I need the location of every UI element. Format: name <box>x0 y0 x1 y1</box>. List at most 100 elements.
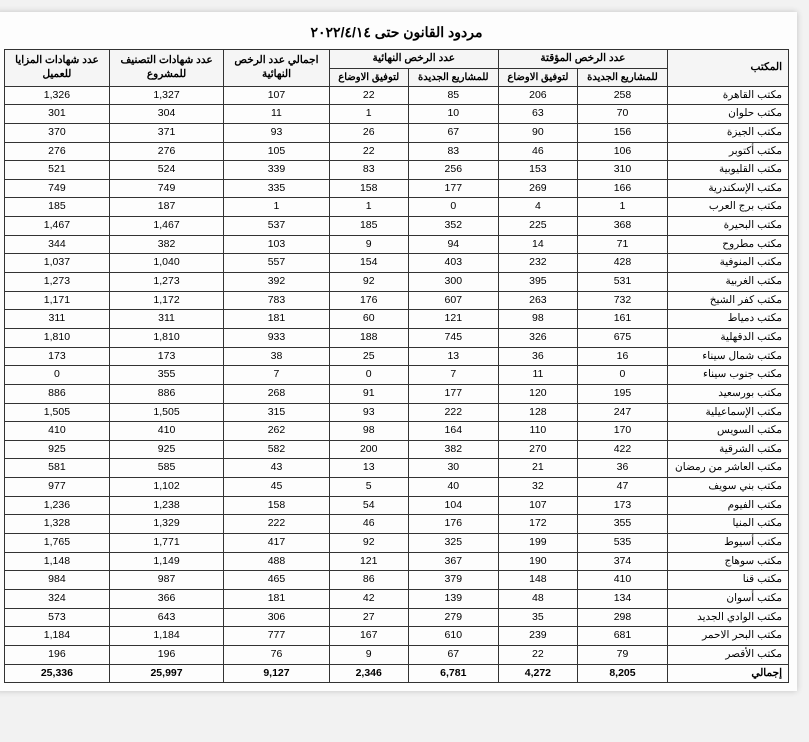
cell-temp-adj: 32 <box>498 478 577 497</box>
cell-final-new: 222 <box>408 403 498 422</box>
table-row: مكتب حلوان706310111304301 <box>5 105 789 124</box>
cell-office: مكتب دمياط <box>668 310 789 329</box>
cell-office: مكتب القاهرة <box>668 86 789 105</box>
cell-final-new: 30 <box>408 459 498 478</box>
cell-final-adj: 9 <box>329 235 408 254</box>
cell-cls-proj: 371 <box>109 123 223 142</box>
cell-office: مكتب الإسماعيلية <box>668 403 789 422</box>
cell-cls-client: 1,148 <box>5 552 110 571</box>
cell-cls-proj: 1,505 <box>109 403 223 422</box>
cell-office: مكتب القليوبية <box>668 161 789 180</box>
cell-final-new: 325 <box>408 534 498 553</box>
cell-cls-client: 1,037 <box>5 254 110 273</box>
cell-final-new: 379 <box>408 571 498 590</box>
cell-final-new: 139 <box>408 589 498 608</box>
cell-temp-adj: 11 <box>498 366 577 385</box>
table-row: مكتب القليوبية31015325683339524521 <box>5 161 789 180</box>
cell-final-adj: 2,346 <box>329 664 408 683</box>
cell-cls-client: 521 <box>5 161 110 180</box>
cell-total: 222 <box>224 515 329 534</box>
cell-final-new: 176 <box>408 515 498 534</box>
cell-final-new: 367 <box>408 552 498 571</box>
cell-final-adj: 158 <box>329 179 408 198</box>
cell-final-adj: 92 <box>329 534 408 553</box>
cell-cls-client: 324 <box>5 589 110 608</box>
cell-total: 93 <box>224 123 329 142</box>
table-row: مكتب أسوان1344813942181366324 <box>5 589 789 608</box>
cell-cls-proj: 1,040 <box>109 254 223 273</box>
cell-office: مكتب مطروح <box>668 235 789 254</box>
cell-cls-proj: 987 <box>109 571 223 590</box>
cell-final-adj: 92 <box>329 273 408 292</box>
cell-total: 158 <box>224 496 329 515</box>
cell-cls-proj: 25,997 <box>109 664 223 683</box>
cell-temp-adj: 46 <box>498 142 577 161</box>
cell-final-new: 610 <box>408 627 498 646</box>
cell-temp-adj: 36 <box>498 347 577 366</box>
col-group-final: عدد الرخص النهائية <box>329 50 498 69</box>
header-row-groups: المكتب عدد الرخص المؤقتة عدد الرخص النها… <box>5 50 789 69</box>
cell-temp-new: 195 <box>577 384 667 403</box>
cell-temp-new: 681 <box>577 627 667 646</box>
cell-total: 7 <box>224 366 329 385</box>
table-row: مكتب البحر الاحمر6812396101677771,1841,1… <box>5 627 789 646</box>
cell-temp-new: 410 <box>577 571 667 590</box>
cell-office: مكتب السويس <box>668 422 789 441</box>
table-row: مكتب العاشر من رمضان3621301343585581 <box>5 459 789 478</box>
cell-final-new: 67 <box>408 645 498 664</box>
table-row: مكتب القاهرة25820685221071,3271,326 <box>5 86 789 105</box>
cell-office: مكتب البحيرة <box>668 217 789 236</box>
cell-temp-new: 16 <box>577 347 667 366</box>
cell-cls-client: 1,184 <box>5 627 110 646</box>
cell-office: مكتب الإسكندرية <box>668 179 789 198</box>
cell-total: 557 <box>224 254 329 273</box>
cell-cls-client: 749 <box>5 179 110 198</box>
cell-final-new: 13 <box>408 347 498 366</box>
cell-final-adj: 154 <box>329 254 408 273</box>
cell-temp-new: 134 <box>577 589 667 608</box>
cell-cls-proj: 1,810 <box>109 328 223 347</box>
col-final-new: للمشاريع الجديدة <box>408 68 498 86</box>
cell-final-adj: 121 <box>329 552 408 571</box>
cell-temp-new: 156 <box>577 123 667 142</box>
cell-final-new: 352 <box>408 217 498 236</box>
cell-total: 537 <box>224 217 329 236</box>
cell-total: 43 <box>224 459 329 478</box>
cell-temp-new: 368 <box>577 217 667 236</box>
cell-cls-client: 984 <box>5 571 110 590</box>
col-group-temp: عدد الرخص المؤقتة <box>498 50 667 69</box>
cell-total: 11 <box>224 105 329 124</box>
cell-office: مكتب الجيزة <box>668 123 789 142</box>
cell-cls-client: 276 <box>5 142 110 161</box>
cell-temp-adj: 22 <box>498 645 577 664</box>
cell-total: 103 <box>224 235 329 254</box>
cell-final-new: 607 <box>408 291 498 310</box>
cell-final-adj: 176 <box>329 291 408 310</box>
table-row: مكتب المنوفية4282324031545571,0401,037 <box>5 254 789 273</box>
cell-final-new: 10 <box>408 105 498 124</box>
cell-office: مكتب شمال سيناء <box>668 347 789 366</box>
table-row: مكتب الإسكندرية166269177158335749749 <box>5 179 789 198</box>
cell-cls-proj: 187 <box>109 198 223 217</box>
table-row: مكتب جنوب سيناء0117073550 <box>5 366 789 385</box>
cell-cls-client: 581 <box>5 459 110 478</box>
cell-temp-adj: 4,272 <box>498 664 577 683</box>
cell-cls-client: 1,326 <box>5 86 110 105</box>
cell-office: مكتب بني سويف <box>668 478 789 497</box>
cell-cls-proj: 1,327 <box>109 86 223 105</box>
cell-final-adj: 86 <box>329 571 408 590</box>
cell-temp-adj: 63 <box>498 105 577 124</box>
cell-cls-client: 1,273 <box>5 273 110 292</box>
table-row: مكتب قنا41014837986465987984 <box>5 571 789 590</box>
cell-temp-adj: 128 <box>498 403 577 422</box>
cell-cls-client: 1,810 <box>5 328 110 347</box>
cell-cls-proj: 1,771 <box>109 534 223 553</box>
cell-total: 306 <box>224 608 329 627</box>
cell-final-adj: 9 <box>329 645 408 664</box>
cell-office: مكتب أكتوبر <box>668 142 789 161</box>
cell-temp-new: 535 <box>577 534 667 553</box>
cell-temp-adj: 4 <box>498 198 577 217</box>
cell-final-adj: 167 <box>329 627 408 646</box>
cell-temp-adj: 153 <box>498 161 577 180</box>
cell-total: 933 <box>224 328 329 347</box>
